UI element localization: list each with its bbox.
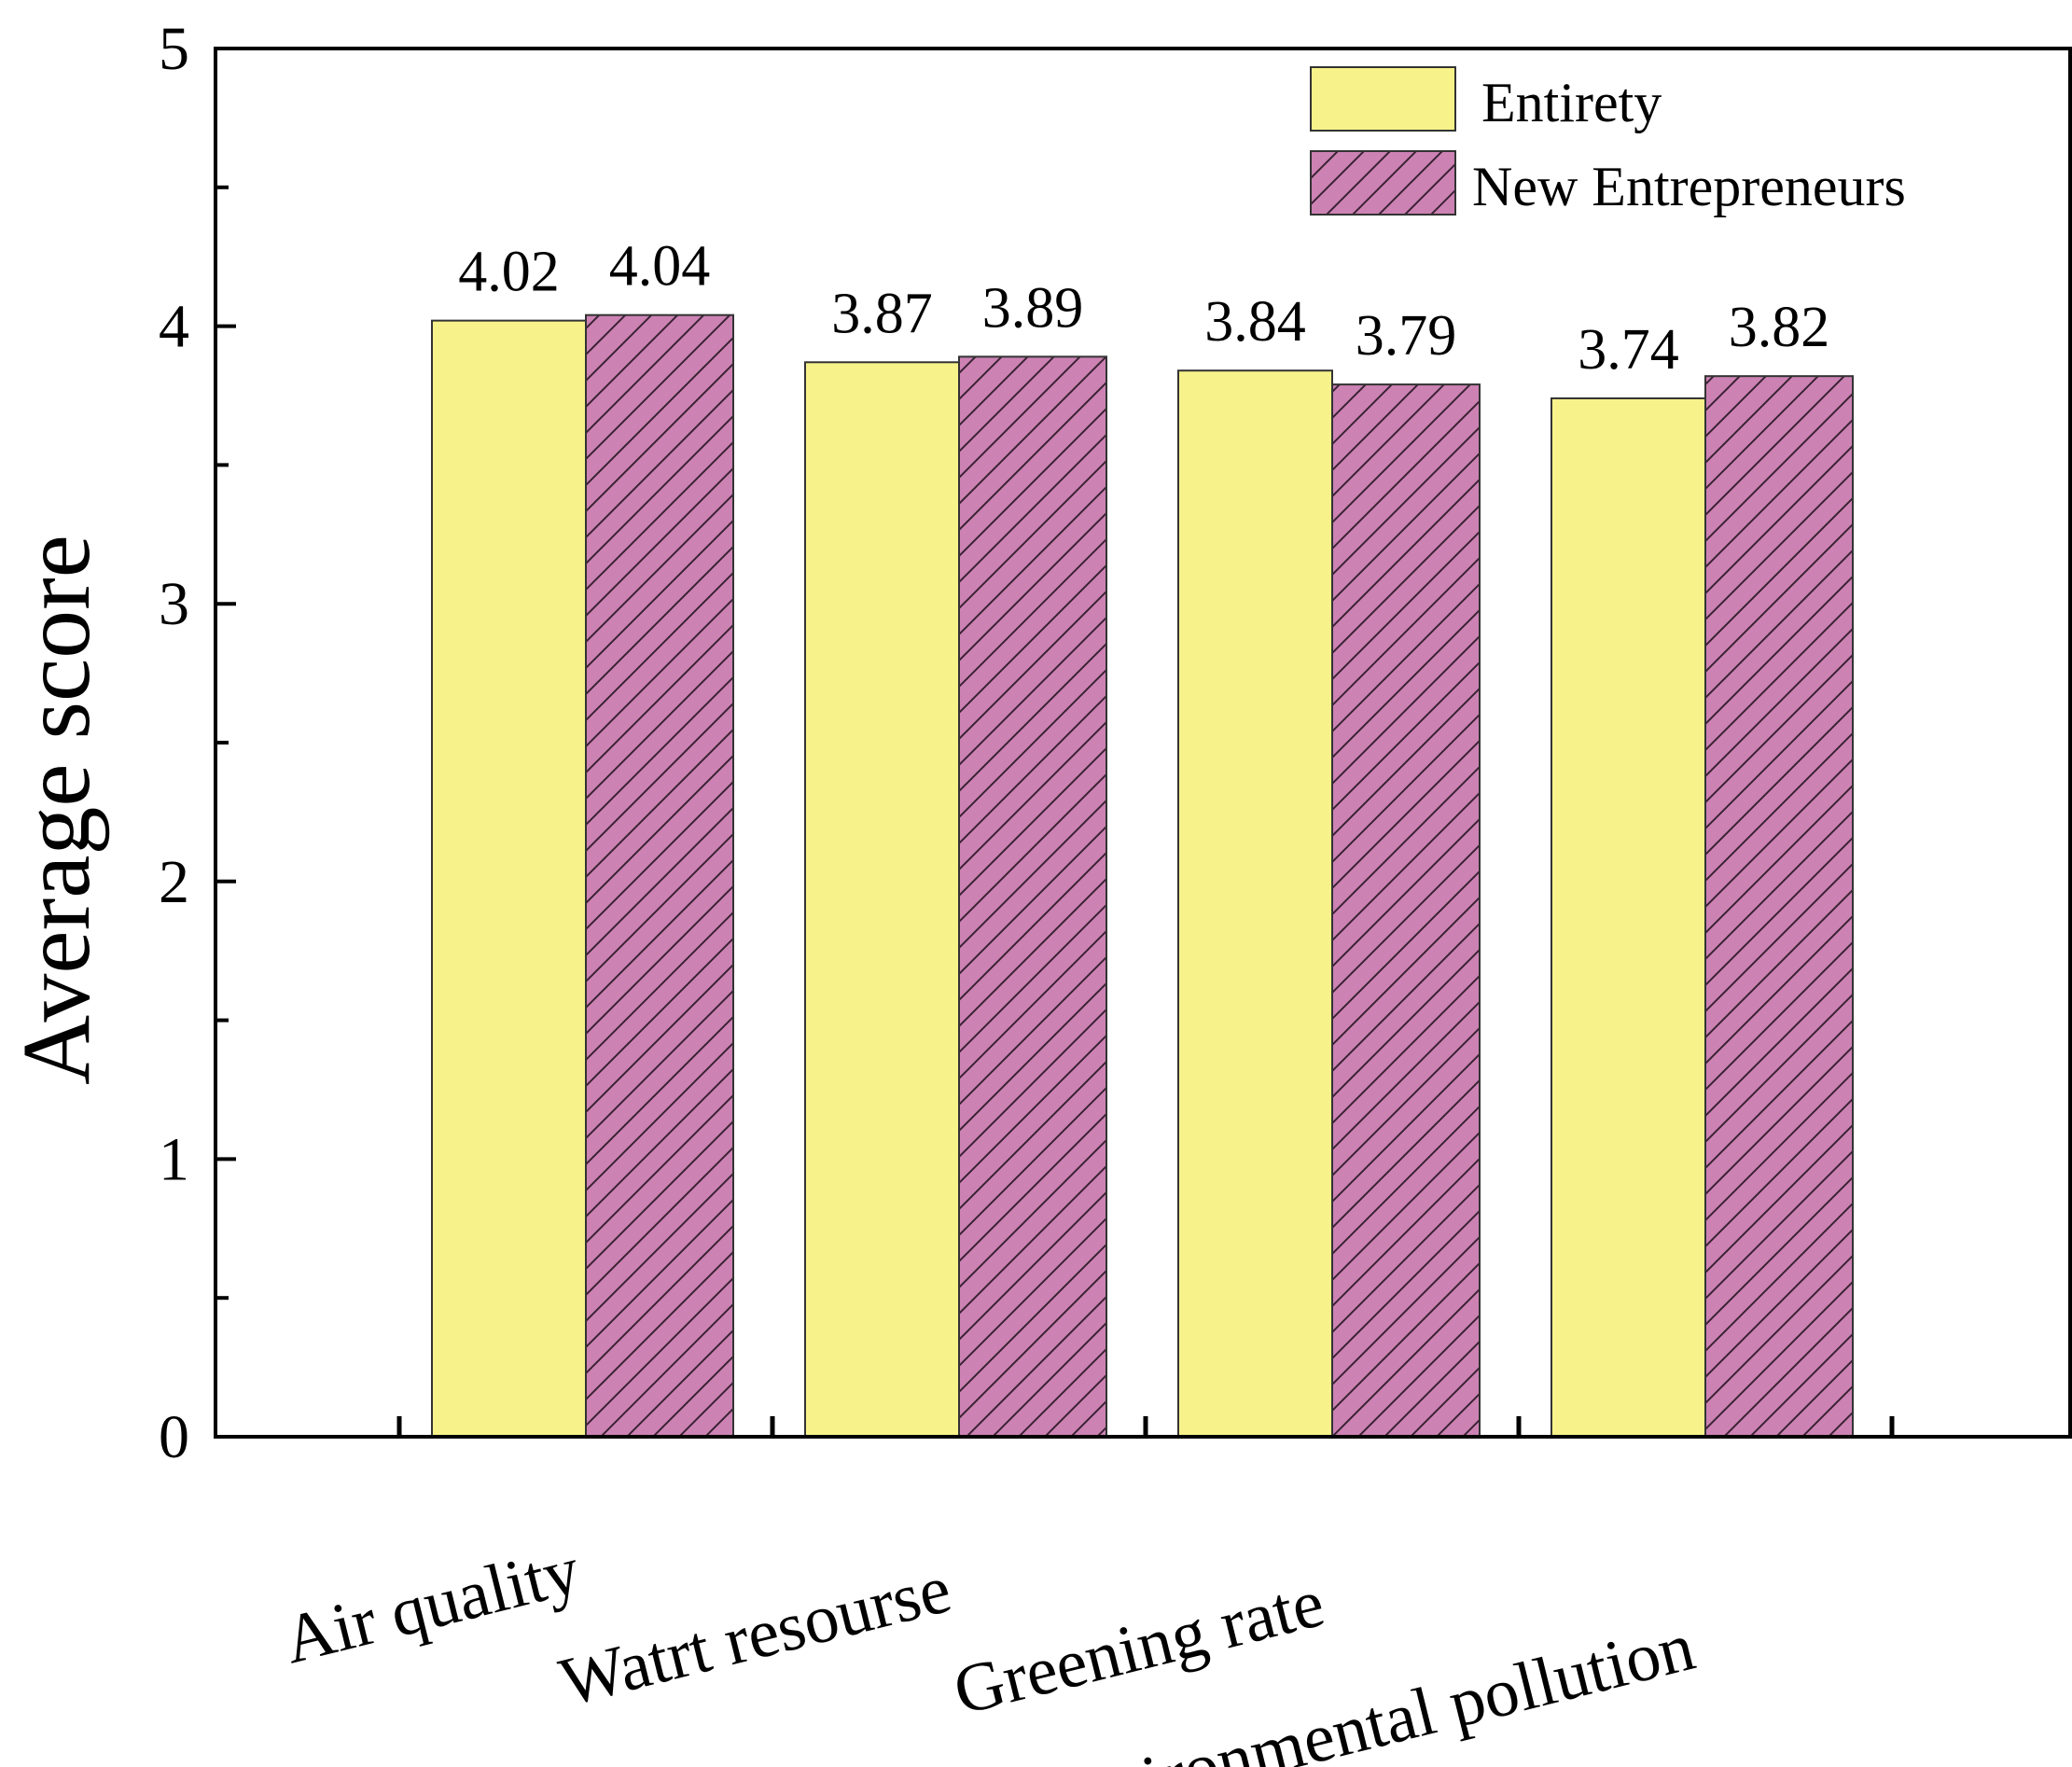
legend-label-new-entrepreneurs: New Entrepreneurs <box>1472 156 1906 217</box>
bar-entirety-2 <box>1177 369 1333 1439</box>
plot-frame <box>214 47 2072 1439</box>
x-category-label: Greening rate <box>947 1565 1332 1730</box>
legend-label-entirety: Entirety <box>1481 72 1662 133</box>
x-category-label: Air quality <box>276 1532 587 1679</box>
y-axis-ticks: 0 1 2 3 4 5 <box>159 15 236 1471</box>
value-label: 3.82 <box>1729 296 1830 359</box>
bar-entirety-1 <box>804 361 960 1439</box>
legend-swatch-entirety <box>1310 66 1456 132</box>
y-axis-title: Average score <box>3 535 110 1085</box>
y-tick-label: 3 <box>159 570 189 638</box>
value-label: 3.87 <box>831 282 933 345</box>
y-tick-label: 2 <box>159 848 189 916</box>
bar-entirety-3 <box>1551 397 1706 1439</box>
value-label: 3.89 <box>982 276 1084 340</box>
y-tick-label: 1 <box>159 1125 189 1193</box>
bar-new-entrepreneurs-0 <box>585 313 734 1438</box>
bar-new-entrepreneurs-2 <box>1331 383 1481 1439</box>
x-category-label: Watrt resourse <box>552 1551 958 1721</box>
value-label: 3.79 <box>1356 304 1457 368</box>
bar-group <box>431 313 1854 1439</box>
value-labels: 4.02 4.04 3.87 3.89 3.84 3.79 3.74 3.82 <box>458 235 1829 382</box>
value-label: 3.74 <box>1578 318 1679 382</box>
value-label: 4.04 <box>609 235 711 299</box>
bar-entirety-0 <box>431 319 587 1439</box>
y-tick-label: 0 <box>159 1403 189 1471</box>
value-label: 4.02 <box>458 241 560 304</box>
legend-swatch-new-entrepreneurs <box>1310 150 1456 216</box>
bar-new-entrepreneurs-3 <box>1704 375 1854 1439</box>
bar-new-entrepreneurs-1 <box>958 355 1107 1438</box>
legend: Entirety New Entrepreneurs <box>1310 66 1906 217</box>
y-tick-label: 4 <box>159 293 189 361</box>
y-tick-label: 5 <box>159 15 189 83</box>
value-label: 3.84 <box>1204 290 1306 354</box>
